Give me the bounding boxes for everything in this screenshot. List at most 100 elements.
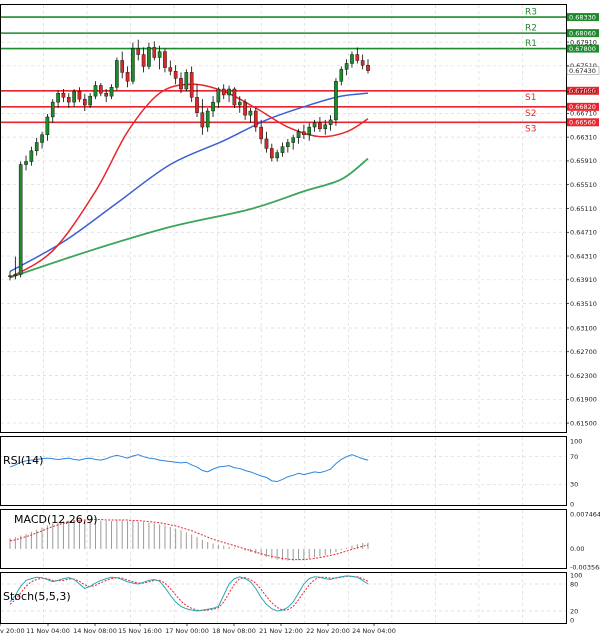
candle-body [104, 92, 108, 97]
candle-body [18, 164, 23, 275]
stoch-main-line [9, 575, 369, 612]
candle-body [350, 54, 354, 64]
candle-body [243, 101, 247, 116]
price-tick-label: 0.62300 [570, 372, 597, 380]
candle-body [216, 88, 221, 103]
price-tick-label: 0.67510 [570, 62, 597, 70]
candle-body [72, 91, 76, 103]
candle-body [318, 122, 322, 130]
grid [1, 5, 566, 623]
candle-body [302, 131, 306, 135]
candle-body [88, 95, 92, 106]
candle-body [360, 60, 365, 66]
candle-body [323, 124, 328, 130]
level-price-label: 0.68060 [569, 29, 596, 37]
candle-body [307, 126, 312, 135]
candle-body [115, 60, 119, 88]
candle-body [157, 51, 162, 58]
ma-fast-line [9, 83, 369, 279]
current-price-box [566, 66, 600, 75]
candle-body [99, 85, 103, 94]
candle-body [232, 88, 237, 106]
candle-body [328, 119, 333, 125]
candle-body [296, 131, 301, 138]
candle-body [227, 88, 231, 96]
level-name-r2: R2 [525, 24, 537, 34]
panel-frame [0, 572, 567, 624]
candle-body [280, 146, 285, 153]
pivot-levels: R3 0.68330 R2 0.68060 R1 0.67800 S1 0.67090 S2 0.… [1, 8, 599, 134]
candle-body [56, 92, 60, 103]
candle-body [93, 85, 98, 97]
price-tick-label: 0.64310 [570, 252, 597, 260]
candle-body [334, 81, 338, 121]
candle-body [179, 78, 183, 90]
candle-body [173, 70, 178, 79]
price-tick-label: 0.65510 [570, 181, 597, 189]
level-name-s3: S3 [525, 124, 536, 134]
time-tick-label: 15 Nov 16:00 [118, 627, 162, 635]
candle-body [339, 69, 344, 82]
candle-body [275, 152, 279, 159]
candle-body [344, 63, 349, 70]
candle-body [66, 97, 71, 103]
level-name-r3: R3 [525, 8, 537, 18]
time-tick-label: 24 Nov 04:00 [352, 627, 396, 635]
price-tick-label: 0.63910 [570, 276, 597, 284]
level-name-r1: R1 [525, 39, 537, 49]
candle-body [248, 110, 253, 116]
candle-body [125, 72, 130, 82]
chart-background [0, 4, 567, 624]
candle-body [29, 150, 34, 162]
level-price-label: 0.67090 [569, 87, 596, 95]
candle-body [131, 48, 135, 82]
time-tick-label: 18 Nov 08:00 [212, 627, 256, 635]
candle-body [40, 134, 44, 143]
time-tick-label: 14 Nov 08:00 [73, 627, 117, 635]
candle-body [259, 126, 263, 140]
candle-body [109, 87, 114, 97]
candle-body [34, 142, 39, 152]
candle-body [50, 101, 55, 118]
price-tick-label: 0.64710 [570, 229, 597, 237]
time-tick-label: 11 Nov 04:00 [26, 627, 70, 635]
level-price-label: 0.67800 [569, 45, 596, 53]
level-price-box [567, 118, 599, 127]
candle-body [163, 51, 167, 68]
candle-body [253, 110, 258, 128]
ma-mid-line [9, 92, 369, 273]
price-tick-label: 0.61500 [570, 419, 597, 427]
price-axis: 0.67910 0.67510 0.67080 0.66710 0.66310 0.659… [566, 38, 600, 427]
rsi-panel: 100 70 30 0 RSI(14) [1, 437, 582, 508]
stoch-tick-label: 80 [570, 580, 578, 588]
candle-body [211, 101, 215, 112]
candle-body [168, 67, 173, 72]
stoch-tick-label: 0 [570, 616, 574, 624]
level-price-box [567, 29, 599, 38]
current-price-label: 0.67430 [569, 67, 596, 75]
candle-body [355, 54, 360, 61]
candle-body [291, 137, 295, 143]
candles [8, 39, 370, 281]
stoch-signal-line [9, 575, 369, 612]
level-name-s1: S1 [525, 93, 536, 103]
candle-body [195, 97, 199, 113]
price-tick-label: 0.66310 [570, 133, 597, 141]
candle-body [189, 72, 194, 98]
stoch-tick-label: 20 [570, 607, 578, 615]
candle-body [45, 116, 50, 135]
candle-body [83, 98, 87, 106]
price-tick-label: 0.67080 [570, 88, 597, 96]
candle-body [366, 65, 370, 71]
candle-body [141, 54, 146, 67]
macd-signal-line [9, 519, 369, 561]
candle-body [147, 47, 151, 67]
level-price-label: 0.66820 [569, 103, 596, 111]
level-price-box [567, 44, 599, 53]
time-axis: v 20:00 11 Nov 04:00 14 Nov 08:00 15 Nov 16… [0, 623, 396, 635]
rsi-tick-label: 30 [570, 481, 578, 489]
macd-label: MACD(12,26,9) [14, 513, 98, 526]
rsi-label: RSI(14) [3, 454, 43, 467]
rsi-tick-label: 70 [570, 453, 578, 461]
level-price-label: 0.66560 [569, 119, 596, 127]
